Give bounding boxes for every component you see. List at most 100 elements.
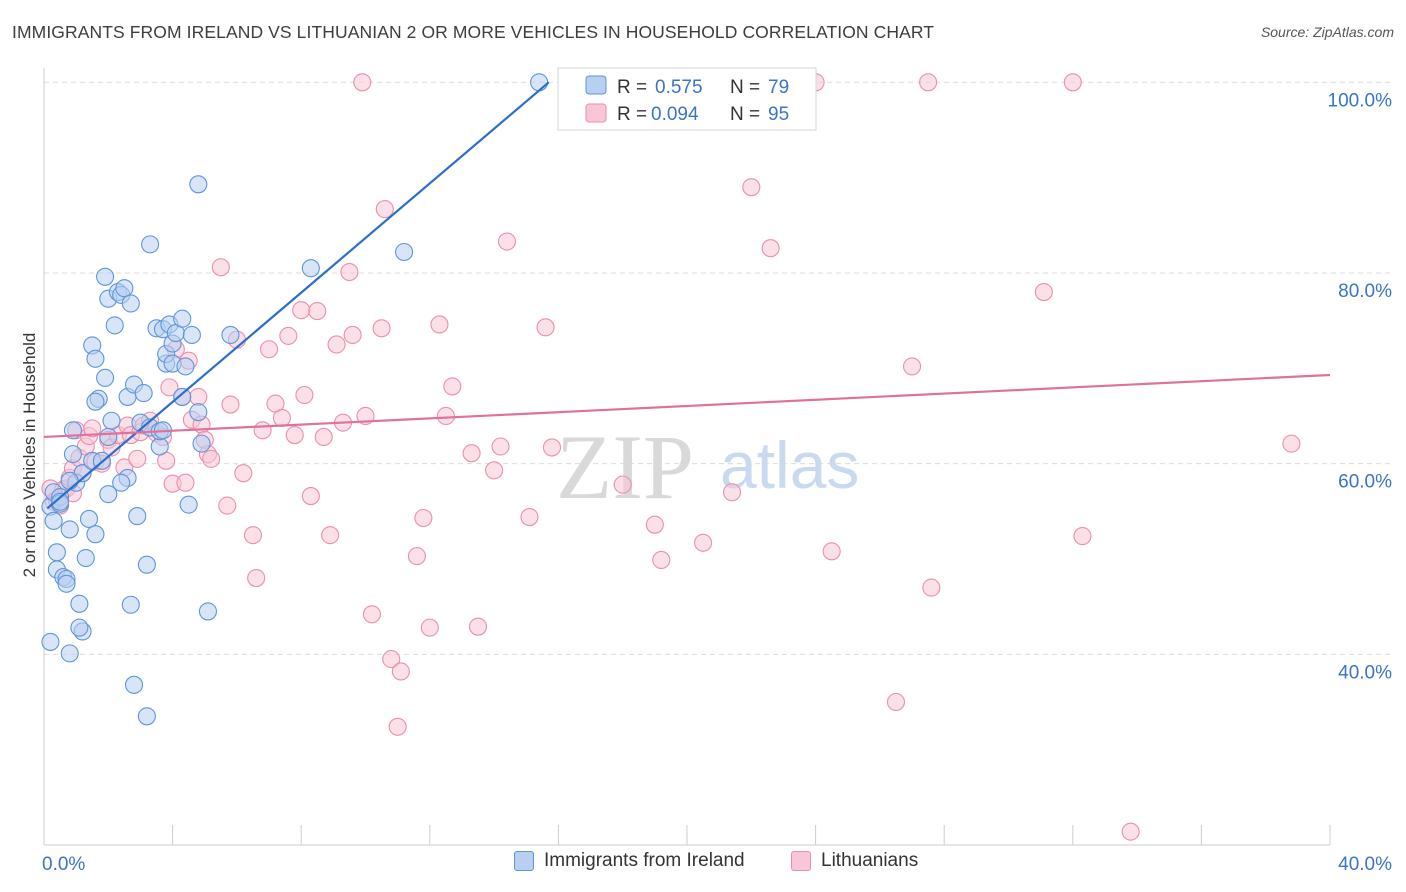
- point-lithuanian: [234, 464, 253, 483]
- point-ireland: [112, 473, 131, 492]
- point-ireland: [173, 387, 192, 406]
- point-lithuanian: [652, 550, 671, 569]
- point-lithuanian: [388, 717, 407, 736]
- point-ireland: [51, 492, 70, 511]
- trend-line-ireland: [46, 81, 550, 510]
- grid-lines: [43, 68, 1392, 846]
- point-ireland: [301, 259, 320, 278]
- stats-n-value-blue: 79: [768, 77, 789, 98]
- point-ireland: [70, 618, 89, 637]
- point-lithuanian: [295, 385, 314, 405]
- point-lithuanian: [308, 302, 327, 321]
- point-lithuanian: [536, 318, 555, 337]
- point-lithuanian: [919, 73, 938, 92]
- legend-swatch-ireland: [514, 851, 534, 871]
- x-tick-label: 40.0%: [1338, 854, 1392, 875]
- point-ireland: [60, 644, 79, 663]
- watermark-zip: ZIP: [556, 416, 694, 518]
- point-ireland: [189, 403, 208, 422]
- point-ireland: [105, 316, 124, 335]
- point-ireland: [179, 495, 198, 514]
- point-lithuanian: [272, 408, 291, 427]
- point-lithuanian: [189, 387, 208, 406]
- point-lithuanian: [1063, 73, 1082, 92]
- point-lithuanian: [443, 377, 462, 396]
- point-ireland: [192, 434, 211, 453]
- watermark-atlas: atlas: [720, 428, 859, 502]
- point-lithuanian: [886, 692, 906, 712]
- point-ireland: [137, 707, 156, 726]
- y-tick-label: 100.0%: [1328, 90, 1393, 111]
- point-lithuanian: [202, 449, 221, 468]
- stats-n-label-blue: N =: [730, 77, 760, 98]
- point-lithuanian: [340, 262, 359, 282]
- trend-lines: [43, 81, 1331, 510]
- point-ireland: [60, 520, 79, 539]
- stats-n-label-pink: N =: [730, 104, 760, 125]
- x-axis-ticks: [43, 825, 1331, 845]
- point-ireland: [102, 411, 121, 430]
- source-label: Source: ZipAtlas.com: [1260, 24, 1394, 40]
- point-lithuanian: [462, 444, 481, 463]
- point-lithuanian: [520, 507, 539, 527]
- point-lithuanian: [420, 618, 439, 637]
- point-lithuanian: [430, 315, 449, 334]
- legend-item-lithuanians[interactable]: Lithuanians: [791, 850, 918, 872]
- point-lithuanian: [343, 325, 362, 344]
- point-lithuanian: [353, 73, 372, 92]
- point-lithuanian: [694, 533, 713, 552]
- x-axis-tick-labels: 0.0% 40.0%: [42, 854, 1392, 875]
- point-ireland: [57, 574, 76, 593]
- trend-line-lithuanians: [43, 373, 1331, 439]
- point-ireland: [41, 632, 60, 651]
- point-ireland: [115, 279, 134, 298]
- point-ireland: [182, 325, 201, 344]
- point-lithuanian: [645, 515, 664, 534]
- point-lithuanian: [247, 569, 266, 588]
- point-lithuanian: [301, 487, 320, 506]
- point-ireland: [63, 445, 82, 464]
- point-lithuanian: [285, 425, 304, 445]
- legend-label-lithuanians: Lithuanians: [821, 850, 919, 871]
- point-ireland: [76, 548, 95, 568]
- point-lithuanian: [314, 427, 333, 447]
- point-lithuanian: [722, 483, 742, 502]
- point-lithuanian: [1073, 527, 1092, 546]
- point-lithuanian: [436, 406, 455, 426]
- point-lithuanian: [613, 475, 632, 494]
- point-ireland: [121, 294, 140, 313]
- point-lithuanian: [468, 617, 488, 636]
- point-ireland: [96, 368, 115, 387]
- point-lithuanian: [211, 258, 230, 277]
- point-lithuanian: [1121, 822, 1140, 841]
- point-lithuanian: [321, 526, 340, 545]
- stats-legend-swatch-blue: [585, 75, 607, 95]
- y-tick-label: 80.0%: [1338, 281, 1392, 302]
- point-lithuanian: [1034, 282, 1053, 302]
- point-lithuanian: [542, 438, 562, 457]
- point-ireland: [124, 675, 144, 694]
- point-ireland: [530, 73, 549, 92]
- chart-title: IMMIGRANTS FROM IRELAND VS LITHUANIAN 2 …: [12, 22, 935, 42]
- point-ireland: [86, 525, 105, 544]
- point-lithuanian: [372, 319, 391, 338]
- point-lithuanian: [83, 419, 102, 438]
- point-lithuanian: [362, 605, 381, 624]
- bottom-legend: Immigrants from Ireland Lithuanians: [0, 850, 1406, 878]
- point-ireland: [137, 555, 156, 574]
- point-lithuanian: [391, 662, 410, 681]
- point-ireland: [198, 602, 218, 621]
- point-lithuanian: [822, 542, 841, 561]
- point-ireland: [44, 511, 63, 530]
- point-ireland: [86, 392, 105, 411]
- stats-legend-swatch-pink: [585, 103, 607, 123]
- point-ireland: [176, 357, 195, 376]
- point-ireland: [173, 309, 192, 328]
- point-ireland: [150, 437, 169, 456]
- point-lithuanian: [253, 421, 272, 440]
- point-ireland: [99, 485, 118, 504]
- y-tick-label: 40.0%: [1338, 662, 1392, 683]
- point-lithuanian: [902, 357, 922, 376]
- stats-r-label-blue: R =: [617, 77, 647, 98]
- legend-item-ireland[interactable]: Immigrants from Ireland: [514, 850, 745, 872]
